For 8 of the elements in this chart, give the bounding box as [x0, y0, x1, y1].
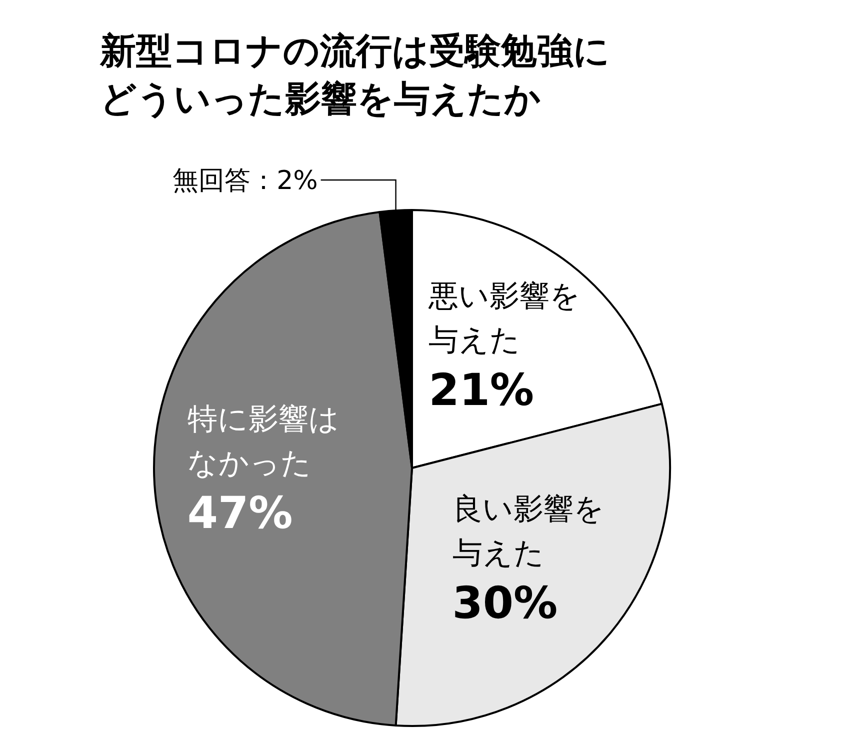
- chart-title: 新型コロナの流行は受験勉強にどういった影響を与えたか: [100, 30, 611, 122]
- slice-label: 無回答：2%: [172, 165, 318, 198]
- slice-label: 悪い影響を与えた: [428, 278, 582, 360]
- slice-label: 良い影響を与えた: [452, 491, 606, 574]
- data-label: 47%: [187, 486, 294, 541]
- data-label: 30%: [452, 577, 559, 632]
- slice-label: 特に影響はなかった: [187, 400, 340, 483]
- data-label: 21%: [428, 364, 536, 418]
